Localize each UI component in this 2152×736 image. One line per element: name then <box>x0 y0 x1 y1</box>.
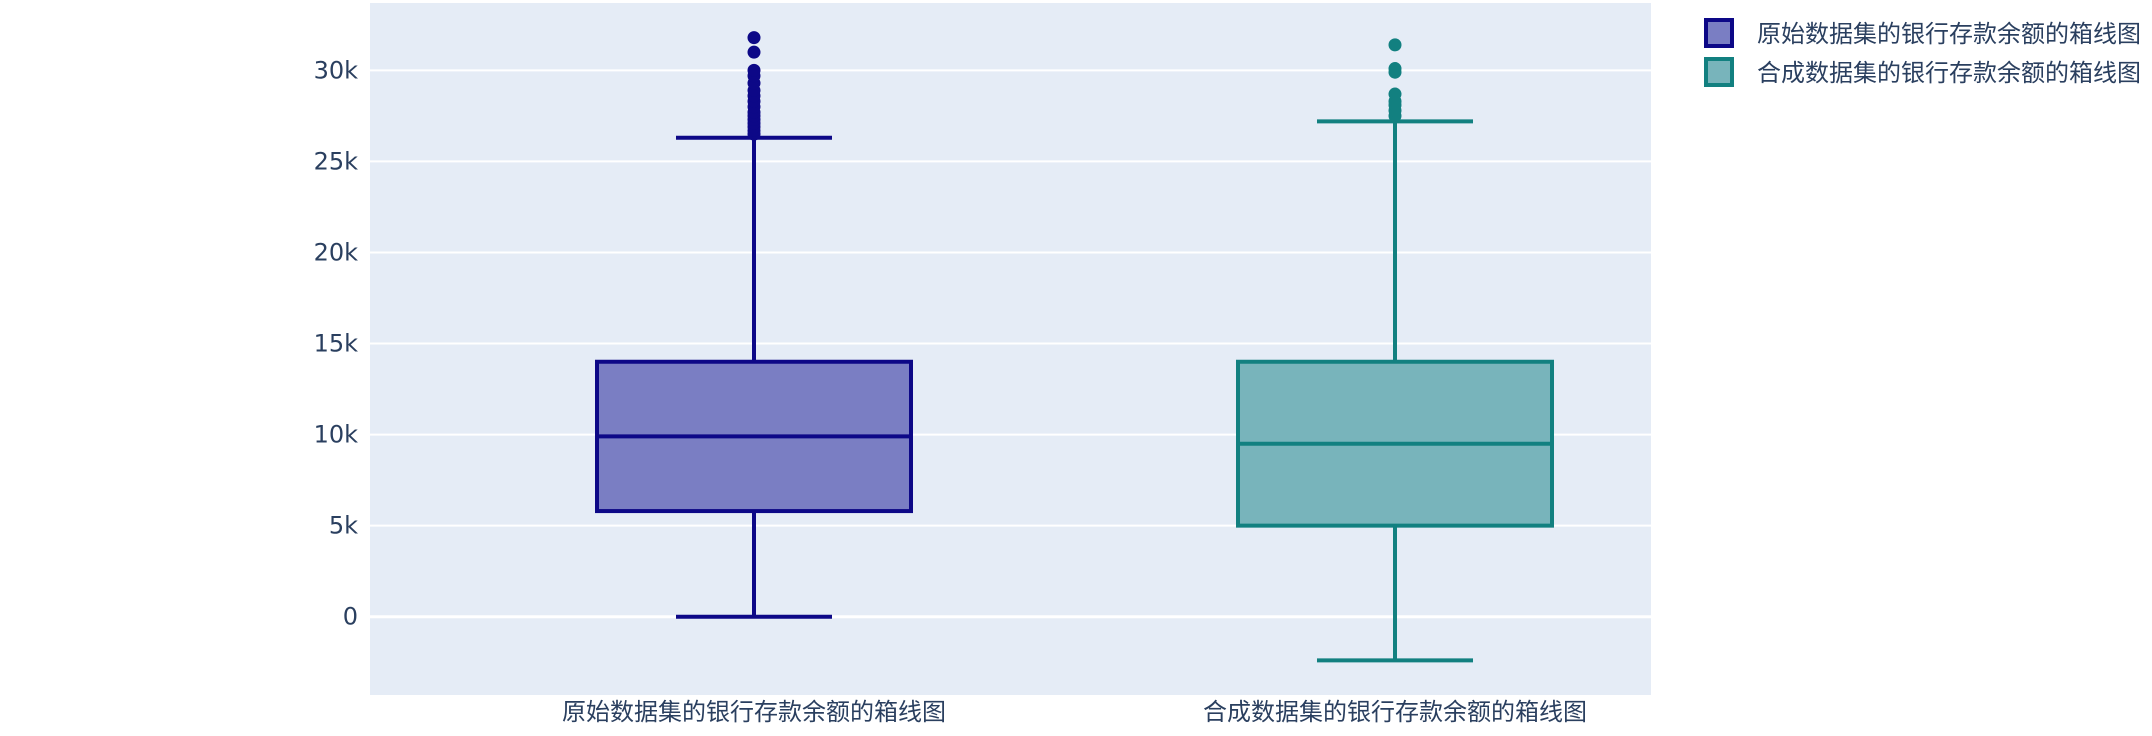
y-tick-label: 0 <box>343 603 358 631</box>
plot-background <box>370 3 1651 695</box>
legend-swatch <box>1704 18 1734 48</box>
legend-item[interactable]: 原始数据集的银行存款余额的箱线图 <box>1704 18 2141 48</box>
y-tick-label: 15k <box>314 330 359 358</box>
outlier-point <box>1388 38 1402 52</box>
y-axis-ticks: 0 5k 10k 15k 20k 25k 30k <box>314 56 359 630</box>
y-tick-label: 25k <box>314 147 359 175</box>
box-trace[interactable] <box>595 31 913 619</box>
x-tick-label: 原始数据集的银行存款余额的箱线图 <box>562 698 946 726</box>
y-tick-label: 20k <box>314 238 359 266</box>
outlier-point <box>1388 87 1402 101</box>
y-tick-label: 5k <box>329 512 358 540</box>
x-axis-ticks: 原始数据集的银行存款余额的箱线图 合成数据集的银行存款余额的箱线图 <box>562 698 1587 726</box>
outlier-point <box>1388 62 1402 76</box>
y-tick-label: 10k <box>314 421 359 449</box>
legend-swatch <box>1704 57 1734 87</box>
legend-item[interactable]: 合成数据集的银行存款余额的箱线图 <box>1704 57 2141 87</box>
y-tick-label: 30k <box>314 56 359 84</box>
outlier-point <box>747 63 761 77</box>
box-series <box>595 31 1554 663</box>
x-tick-label: 合成数据集的银行存款余额的箱线图 <box>1203 698 1587 726</box>
outlier-point <box>747 31 761 45</box>
y-gridlines <box>370 69 1651 619</box>
legend-label: 原始数据集的银行存款余额的箱线图 <box>1757 20 2141 48</box>
outlier-point <box>747 45 761 59</box>
box-trace[interactable] <box>1236 38 1554 663</box>
legend-label: 合成数据集的银行存款余额的箱线图 <box>1757 59 2141 87</box>
